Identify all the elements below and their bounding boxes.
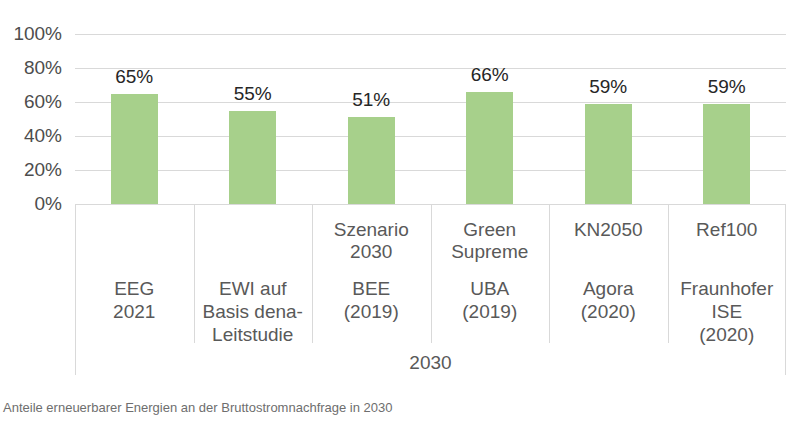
category-cell: EWI auf Basis dena- Leitstudie: [194, 204, 313, 343]
bar-value-label: 65%: [75, 66, 194, 88]
gridline: [75, 102, 786, 103]
bar: [703, 104, 750, 204]
category-source-label: UBA (2019): [431, 277, 550, 323]
y-tick-label: 80%: [0, 57, 62, 79]
bar-value-label: 55%: [194, 83, 313, 105]
category-scenario-label: Ref100: [668, 204, 787, 277]
bar: [229, 111, 276, 205]
category-scenario-label: [194, 204, 313, 277]
bar: [466, 92, 513, 204]
category-source-label: Fraunhofer ISE (2020): [668, 277, 787, 346]
bar: [111, 94, 158, 205]
category-source-label: Agora (2020): [549, 277, 668, 323]
axis-group-label: 2030: [75, 343, 786, 375]
category-scenario-label: Green Supreme: [431, 204, 550, 277]
bar: [348, 117, 395, 204]
gridline: [75, 170, 786, 171]
category-source-label: EEG 2021: [75, 277, 194, 323]
gridline: [75, 34, 786, 35]
y-tick-label: 40%: [0, 125, 62, 147]
gridline: [75, 136, 786, 137]
category-cell: Ref100Fraunhofer ISE (2020): [668, 204, 787, 343]
category-cell: KN2050Agora (2020): [549, 204, 668, 343]
category-source-label: EWI auf Basis dena- Leitstudie: [194, 277, 313, 346]
chart-figure: 0%20%40%60%80%100%65%55%51%66%59%59%EEG …: [0, 0, 787, 422]
chart-caption: Anteile erneuerbarer Energien an der Bru…: [3, 400, 393, 416]
bar-value-label: 59%: [668, 76, 787, 98]
category-source-label: BEE (2019): [312, 277, 431, 323]
category-cell: EEG 2021: [75, 204, 194, 343]
category-scenario-label: [75, 204, 194, 277]
y-tick-label: 100%: [0, 23, 62, 45]
category-scenario-label: Szenario 2030: [312, 204, 431, 277]
y-tick-label: 20%: [0, 159, 62, 181]
category-scenario-label: KN2050: [549, 204, 668, 277]
bar-value-label: 51%: [312, 89, 431, 111]
bar-value-label: 66%: [431, 64, 550, 86]
y-tick-label: 0%: [0, 193, 62, 215]
category-cell: Green SupremeUBA (2019): [431, 204, 550, 343]
bar: [585, 104, 632, 204]
bar-value-label: 59%: [549, 76, 668, 98]
category-cell: Szenario 2030BEE (2019): [312, 204, 431, 343]
y-tick-label: 60%: [0, 91, 62, 113]
